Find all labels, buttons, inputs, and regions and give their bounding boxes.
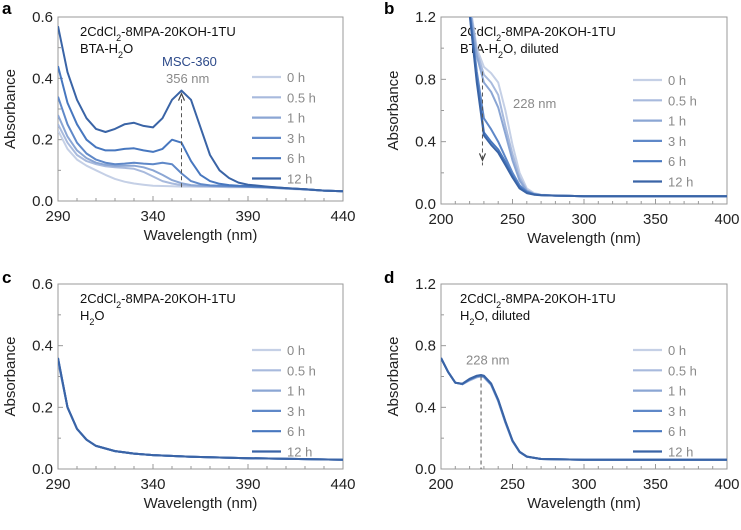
x-tick-label: 200: [428, 211, 453, 228]
y-tick-label: 0.4: [415, 399, 436, 416]
x-tick-label: 340: [140, 208, 165, 225]
legend-label: 1 h: [668, 384, 686, 399]
x-axis-label: Wavelength (nm): [144, 495, 258, 512]
y-tick-label: 0.0: [415, 461, 436, 478]
y-tick-label: 0.0: [32, 193, 53, 210]
legend-label: 3 h: [668, 404, 686, 419]
x-tick-label: 440: [330, 208, 355, 225]
arrow-head: [478, 153, 487, 162]
x-tick-label: 350: [643, 211, 668, 228]
series-line-12h: [441, 357, 727, 461]
sample-label-line2: BTA-H2O, diluted: [460, 41, 559, 60]
y-tick-label: 0.8: [415, 71, 436, 88]
legend-label: 3 h: [287, 404, 305, 419]
y-tick-label: 0.8: [415, 338, 436, 355]
panel-c: c 290 340 390 440 0.0 0.2 0.4 0.6 Wavelength (nm)…: [2, 268, 356, 512]
legend-label: 0 h: [287, 70, 305, 85]
legend-label: 12 h: [668, 175, 693, 190]
x-tick-label: 400: [714, 476, 739, 493]
series-group: [441, 357, 727, 461]
y-tick-label: 0.0: [415, 196, 436, 213]
legend-label: 0 h: [287, 343, 305, 358]
x-axis-label: Wavelength (nm): [144, 227, 258, 244]
y-tick-label: 0.4: [32, 338, 53, 355]
legend-label: 6 h: [287, 151, 305, 166]
wavelength-label: 356 nm: [166, 71, 209, 86]
legend-label: 1 h: [287, 111, 305, 126]
x-tick-label: 250: [500, 211, 525, 228]
x-axis-label: Wavelength (nm): [527, 495, 641, 512]
x-tick-label: 250: [500, 476, 525, 493]
arrow-head: [177, 92, 186, 101]
wavelength-label: 228 nm: [466, 353, 509, 368]
legend-label: 1 h: [287, 384, 305, 399]
sample-label-line1: 2CdCl2-8MPA-20KOH-1TU: [460, 291, 616, 310]
legend-label: 6 h: [287, 424, 305, 439]
peak-label: MSC-360: [162, 54, 217, 69]
series-line-12h: [58, 357, 343, 461]
x-tick-label: 390: [235, 476, 260, 493]
legend-label: 0.5 h: [287, 90, 316, 105]
x-tick-label: 290: [45, 208, 70, 225]
y-tick-label: 0.6: [32, 276, 53, 293]
series-group: [468, 17, 727, 198]
legend-label: 0.5 h: [668, 363, 697, 378]
y-tick-label: 1.2: [415, 9, 436, 26]
legend-label: 0.5 h: [287, 363, 316, 378]
x-tick-label: 290: [45, 476, 70, 493]
legend-label: 12 h: [668, 445, 693, 460]
panel-d: d 200 250 300 350 400 0.0 0.4 0.8 1.2 Wavelength (…: [384, 268, 740, 512]
legend-label: 12 h: [287, 445, 312, 460]
x-tick-label: 440: [330, 476, 355, 493]
legend-label: 12 h: [287, 172, 312, 187]
series-line-12h: [468, 17, 727, 198]
y-axis-label: Absorbance: [2, 336, 19, 416]
legend-label: 6 h: [668, 424, 686, 439]
series-group: [58, 25, 343, 193]
x-tick-label: 350: [643, 476, 668, 493]
panel-letter: c: [2, 268, 11, 287]
panel-b: b 200 250 300 350 400 0.0 0.4 0.8 1.2 Wavelength (…: [384, 0, 740, 247]
legend-label: 1 h: [668, 114, 686, 129]
y-tick-label: 0.4: [415, 134, 436, 151]
x-axis-label: Wavelength (nm): [527, 230, 641, 247]
x-tick-label: 200: [428, 476, 453, 493]
x-tick-label: 390: [235, 208, 260, 225]
panel-letter: a: [2, 0, 12, 18]
y-tick-label: 0.2: [32, 399, 53, 416]
legend-label: 0.5 h: [668, 93, 697, 108]
y-axis-label: Absorbance: [385, 70, 402, 150]
series-line-12h: [58, 25, 343, 193]
x-tick-label: 300: [571, 476, 596, 493]
sample-label-line2: H2O, diluted: [460, 308, 530, 327]
sample-label-line2: H2O: [80, 308, 105, 327]
panel-letter: d: [384, 268, 394, 287]
y-axis-label: Absorbance: [2, 69, 19, 149]
x-tick-label: 340: [140, 476, 165, 493]
y-tick-label: 1.2: [415, 276, 436, 293]
legend-label: 3 h: [668, 134, 686, 149]
legend-label: 3 h: [287, 131, 305, 146]
sample-label-line1: 2CdCl2-8MPA-20KOH-1TU: [80, 24, 236, 43]
y-tick-label: 0.6: [32, 9, 53, 26]
y-tick-label: 0.2: [32, 132, 53, 149]
y-axis-label: Absorbance: [385, 336, 402, 416]
wavelength-label: 228 nm: [513, 96, 556, 111]
panel-a: a 290 340 390 440 0.0 0.2 0.4 0.6 Wavelength (nm)…: [2, 0, 356, 244]
y-tick-label: 0.4: [32, 70, 53, 87]
x-tick-label: 300: [571, 211, 596, 228]
legend-label: 0 h: [668, 343, 686, 358]
x-tick-label: 400: [714, 211, 739, 228]
panel-letter: b: [384, 0, 394, 18]
sample-label-line1: 2CdCl2-8MPA-20KOH-1TU: [80, 291, 236, 310]
y-tick-label: 0.0: [32, 461, 53, 478]
legend-label: 6 h: [668, 154, 686, 169]
sample-label-line2: BTA-H2O: [80, 41, 133, 60]
sample-label-line1: 2CdCl2-8MPA-20KOH-1TU: [460, 24, 616, 43]
legend-label: 0 h: [668, 73, 686, 88]
series-group: [58, 357, 343, 461]
